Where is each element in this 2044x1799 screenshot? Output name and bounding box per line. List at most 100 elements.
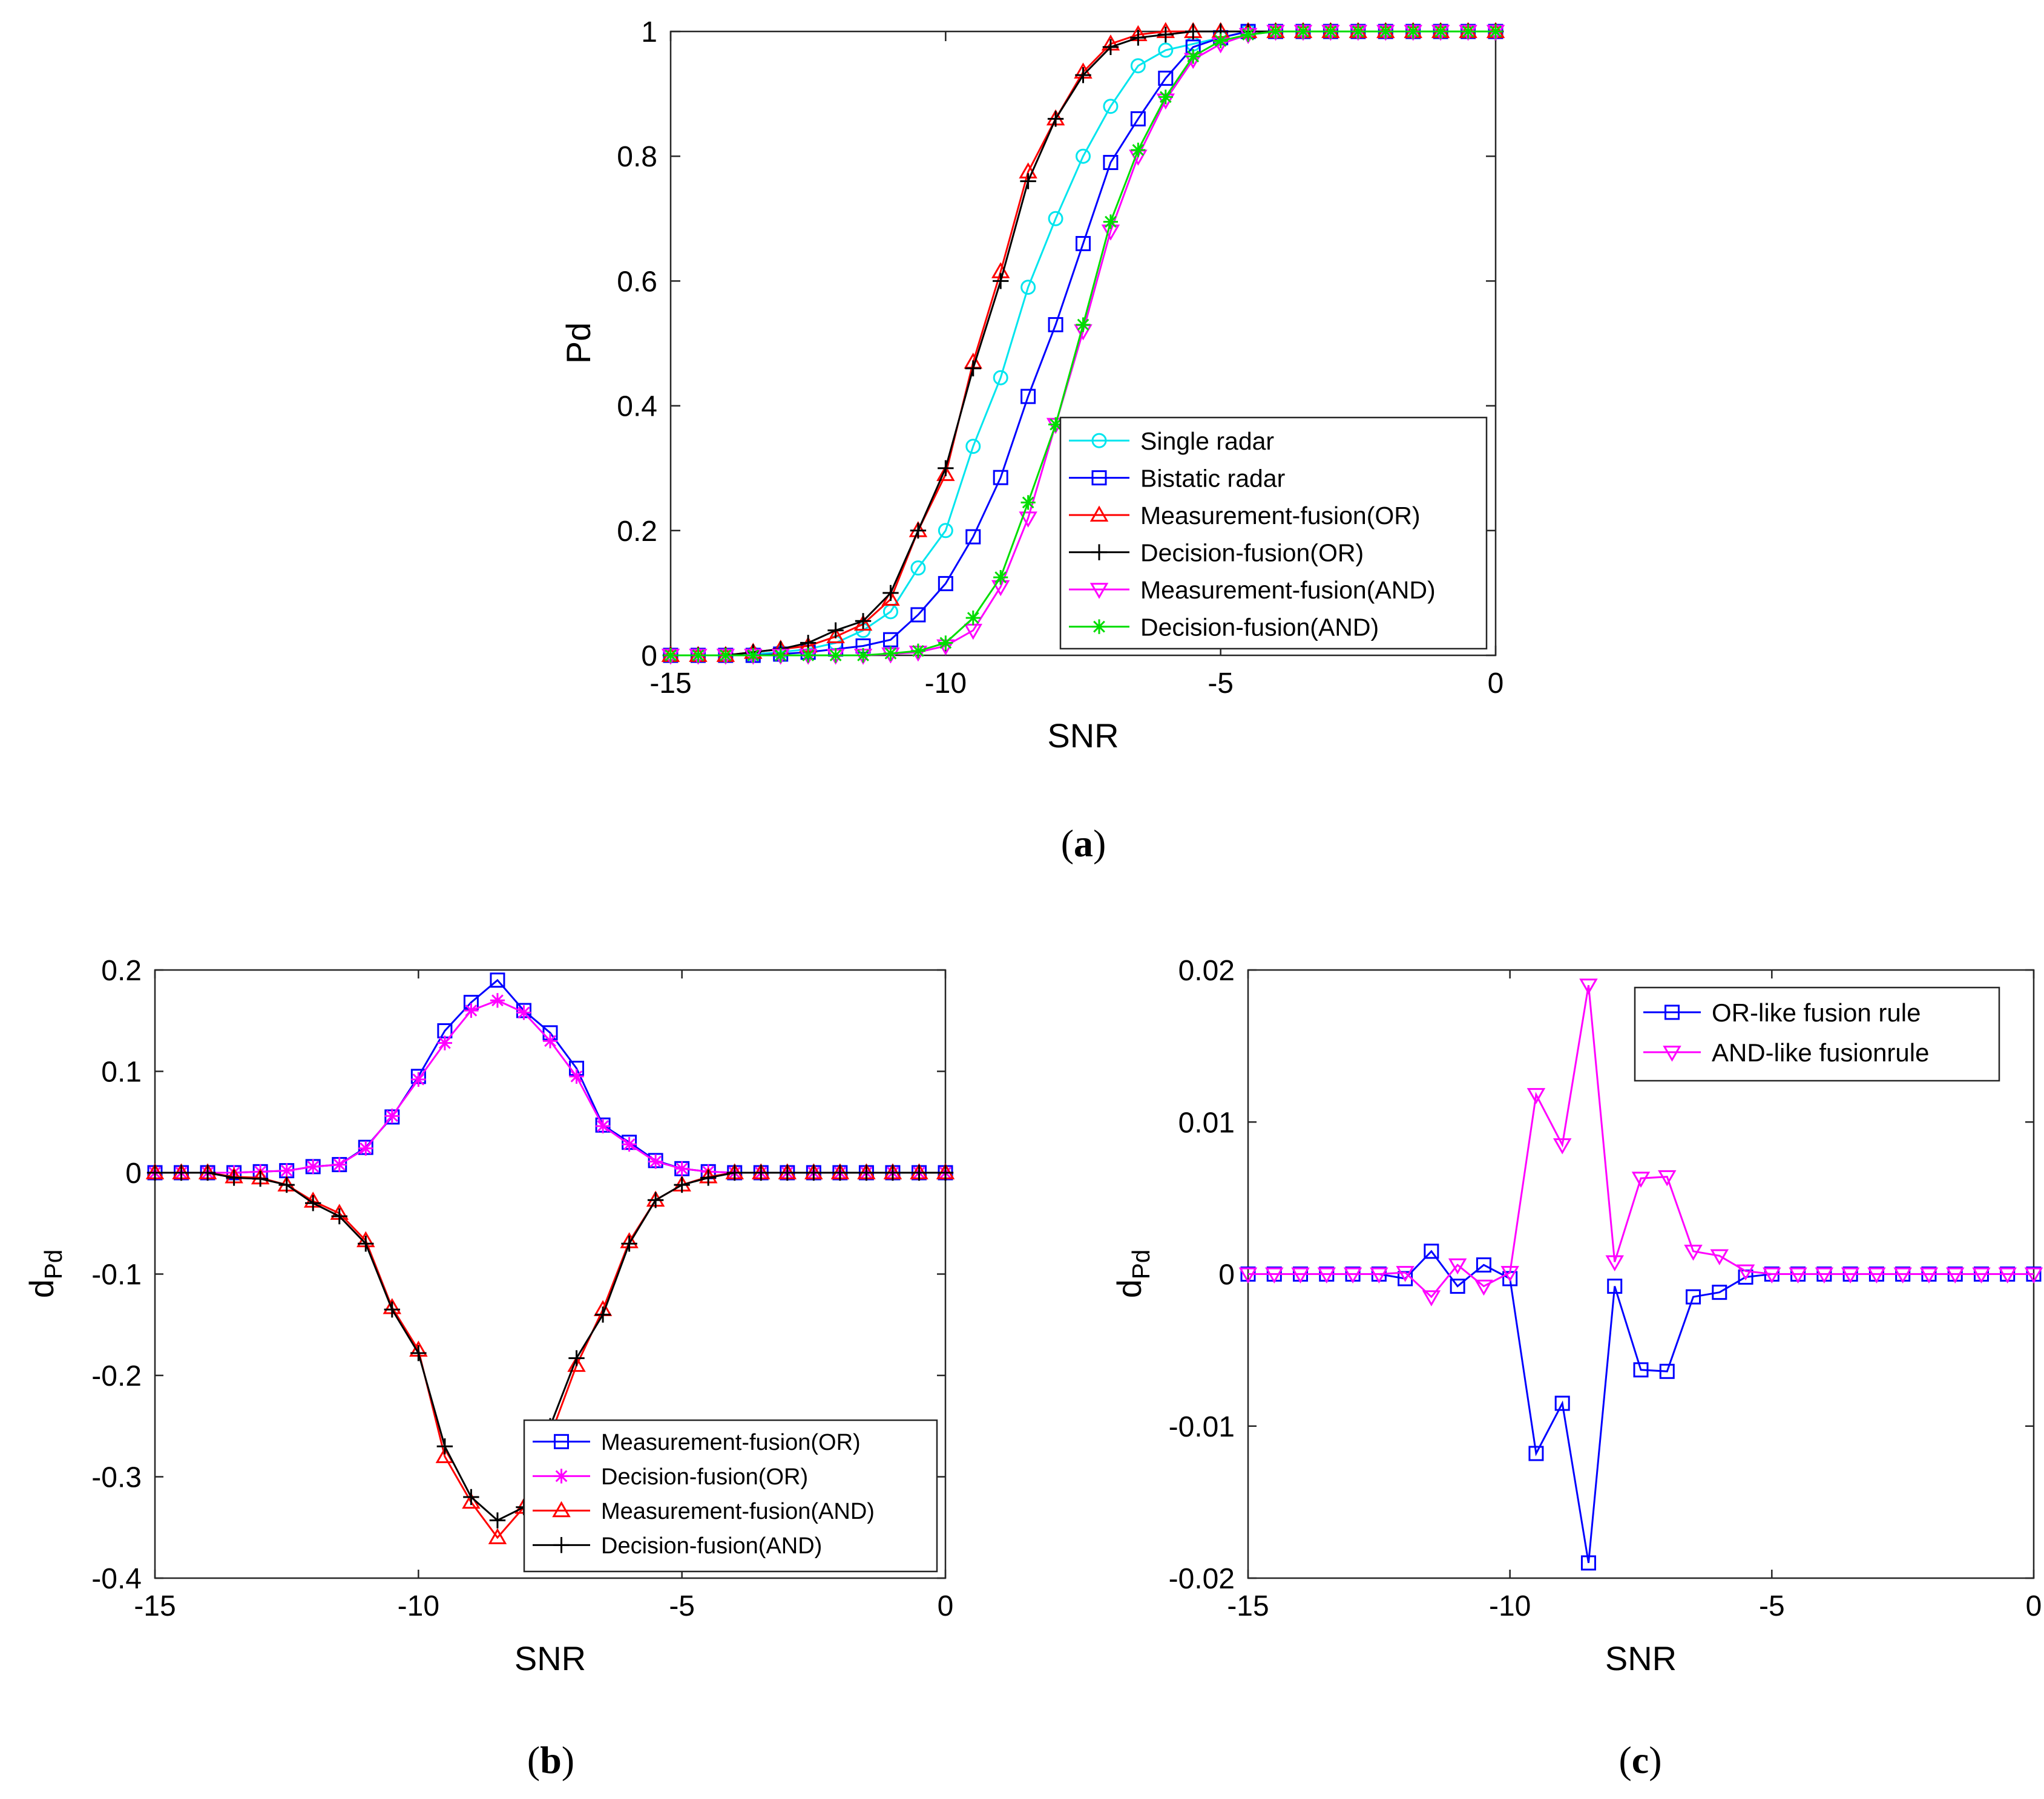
- data-point: [965, 439, 981, 454]
- y-tick-label: -0.02: [1169, 1563, 1235, 1595]
- data-point: [1020, 388, 1036, 404]
- x-tick-label: -15: [134, 1590, 176, 1622]
- legend: OR-like fusion rule AND-like fusionrule: [1634, 986, 2000, 1082]
- data-point: [1130, 111, 1146, 126]
- x-axis-label: SNR: [514, 1639, 586, 1677]
- data-point: [965, 360, 981, 376]
- data-point: [146, 1164, 163, 1181]
- x-tick-label: 0: [938, 1590, 954, 1622]
- y-axis-label-main: Pd: [559, 323, 597, 364]
- x-tick-label: -15: [1227, 1590, 1269, 1622]
- data-point: [1158, 42, 1174, 58]
- data-point: [993, 570, 1008, 585]
- data-point: [1461, 24, 1476, 39]
- data-point: [1500, 1266, 1519, 1282]
- data-point: [828, 647, 843, 663]
- legend-marker: [1091, 544, 1108, 560]
- data-point: [595, 1118, 611, 1134]
- data-point: [1893, 1267, 1912, 1284]
- y-tick-label: -0.01: [1169, 1411, 1235, 1443]
- panel-caption: (b): [527, 1738, 574, 1781]
- legend-marker: [1091, 470, 1107, 486]
- data-point: [1579, 978, 1598, 995]
- data-point: [1378, 24, 1393, 39]
- legend-marker: [1091, 619, 1107, 634]
- data-point: [1158, 70, 1174, 86]
- x-tick-label: 0: [1488, 667, 1504, 700]
- data-point: [1323, 24, 1338, 39]
- data-point: [910, 522, 927, 539]
- data-point: [1317, 1267, 1336, 1284]
- data-point: [855, 647, 871, 663]
- data-point: [1580, 1555, 1596, 1571]
- legend-marker: [1089, 583, 1109, 599]
- data-point: [1241, 27, 1256, 42]
- data-point: [648, 1154, 663, 1169]
- data-point: [1450, 1279, 1465, 1294]
- data-point: [1130, 30, 1146, 46]
- x-tick-label: -5: [1208, 667, 1234, 700]
- legend-marker: [554, 1434, 569, 1449]
- data-point: [1710, 1249, 1729, 1266]
- legend-marker: [1091, 433, 1107, 448]
- data-point: [806, 1164, 822, 1181]
- y-axis-label: dPd: [22, 1250, 67, 1298]
- data-point: [1488, 24, 1503, 39]
- data-point: [279, 1163, 294, 1178]
- data-point: [411, 1072, 426, 1087]
- panel-b-chart: -15 -10 -5 0 -0.4 -0.3 -0.2 -0.1 0 0.1 0.2 SNR dPd Me…: [22, 955, 955, 1781]
- data-point: [884, 1164, 901, 1181]
- y-tick-label: 0.01: [1178, 1107, 1235, 1139]
- legend-label: Measurement-fusion(AND): [601, 1499, 875, 1524]
- y-axis-label-subscript: Pd: [39, 1250, 67, 1279]
- data-point: [1684, 1244, 1703, 1261]
- data-point: [1295, 24, 1311, 39]
- data-point: [1103, 214, 1119, 229]
- data-point: [779, 1164, 795, 1181]
- data-point: [1867, 1267, 1886, 1284]
- data-point: [858, 1164, 875, 1181]
- x-tick-label: -10: [1489, 1590, 1531, 1622]
- data-point: [700, 1170, 717, 1186]
- legend-box: [1059, 416, 1488, 650]
- data-point: [965, 611, 981, 626]
- data-point: [882, 585, 899, 601]
- data-point: [1075, 67, 1091, 84]
- data-point: [305, 1195, 321, 1211]
- legend-label: AND-like fusionrule: [1712, 1038, 1929, 1067]
- data-point: [674, 1161, 689, 1176]
- data-point: [489, 1512, 506, 1529]
- legend-label: Measurement-fusion(OR): [1140, 502, 1421, 529]
- data-point: [1020, 173, 1036, 189]
- legend-label: Single radar: [1140, 427, 1274, 455]
- panel-caption: (c): [1618, 1738, 1661, 1781]
- data-point: [1405, 24, 1421, 39]
- data-point: [384, 1109, 399, 1124]
- series-Decision-fusion(AND): [663, 24, 1503, 663]
- data-point: [1158, 90, 1173, 105]
- x-tick-label: -10: [398, 1590, 439, 1622]
- data-point: [331, 1208, 347, 1225]
- legend: Single radar Bistatic radar Measurement-fu…: [1059, 416, 1488, 650]
- data-point: [1019, 511, 1037, 528]
- data-point: [1047, 111, 1064, 127]
- data-point: [1076, 148, 1091, 164]
- data-point: [938, 575, 953, 591]
- data-point: [910, 607, 926, 623]
- data-point: [827, 622, 844, 638]
- data-point: [1659, 1363, 1675, 1379]
- data-point: [1157, 26, 1174, 43]
- data-point: [1076, 236, 1091, 252]
- caption-letter: a: [1074, 822, 1093, 865]
- data-point: [622, 1137, 637, 1152]
- caption-letter: c: [1632, 1738, 1649, 1781]
- legend-marker: [552, 1501, 571, 1518]
- y-tick-label: 0: [641, 640, 657, 672]
- caption-letter: b: [540, 1738, 562, 1781]
- data-point: [278, 1176, 295, 1193]
- data-point: [332, 1157, 347, 1172]
- data-point: [691, 647, 706, 663]
- data-point: [569, 1069, 584, 1084]
- data-point: [1919, 1267, 1939, 1284]
